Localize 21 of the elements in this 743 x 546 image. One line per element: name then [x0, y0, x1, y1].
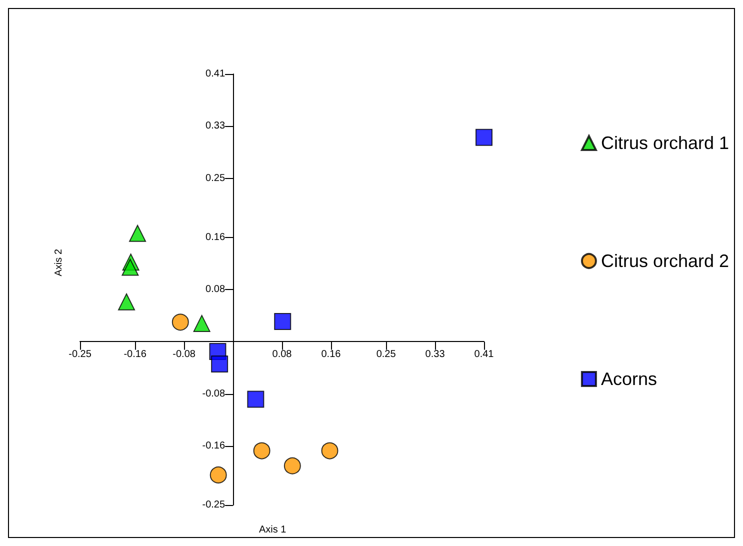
y-tick-label: 0.25 — [206, 172, 226, 184]
y-tick-label: 0.33 — [206, 120, 226, 132]
x-tick-label: 0.33 — [425, 349, 446, 360]
x-tick-label: -0.25 — [68, 349, 92, 360]
x-tick-label: 0.16 — [321, 349, 342, 360]
x-tick-label: -0.16 — [124, 349, 147, 360]
y-tick-label: 0.41 — [206, 68, 226, 80]
y-tick-label: 0.16 — [206, 232, 226, 243]
x-tick-label: 0.08 — [272, 349, 292, 360]
y-tick-label: -0.08 — [202, 388, 226, 400]
y-tick-label: 0.08 — [206, 284, 226, 295]
legend-label: Citrus orchard 2 — [600, 251, 730, 271]
x-tick-label: 0.41 — [474, 349, 494, 360]
legend-label: Citrus orchard 1 — [600, 133, 730, 153]
y-axis-title: Axis 2 — [54, 248, 64, 276]
x-axis-title: Axis 1 — [259, 524, 287, 536]
y-tick-label: -0.16 — [202, 440, 226, 452]
x-tick-label: 0.25 — [376, 349, 396, 360]
y-tick-label: -0.25 — [202, 500, 226, 510]
x-tick-label: -0.08 — [172, 349, 196, 360]
legend-label: Acorns — [600, 369, 657, 389]
